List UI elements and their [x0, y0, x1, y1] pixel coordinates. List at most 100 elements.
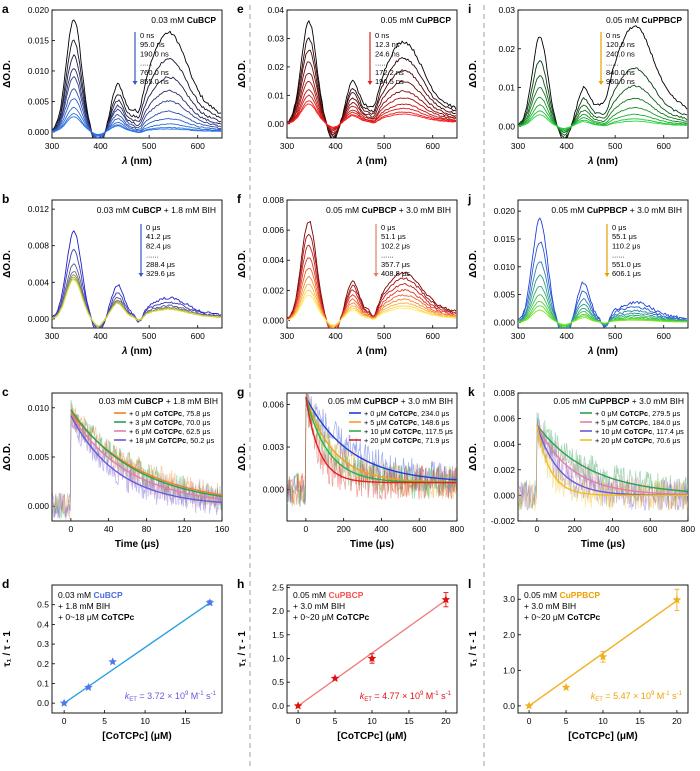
- y-axis-label: ΔO.D.: [468, 250, 479, 278]
- spectra-series: [52, 230, 222, 328]
- x-tick-label: 15: [181, 716, 191, 726]
- spectrum-line: [287, 19, 457, 138]
- x-tick-label: 0: [296, 716, 301, 726]
- panel-l: 0 5 10 15 20 0.0 1.0 2.0 3.0 [CoTCPc] (μM) τ₁ / τ …: [468, 577, 689, 742]
- y-tick-label: 0.01: [267, 90, 284, 100]
- spectra-series: [52, 19, 222, 138]
- kinetic-fit: [305, 397, 457, 484]
- legend-time-label: 172.2 ns: [375, 68, 404, 77]
- y-axis-label: ΔO.D.: [237, 60, 248, 88]
- x-tick-label: 300: [45, 141, 59, 151]
- legend-entry: + 0 μM CoTCPc, 279.5 μs: [595, 409, 681, 418]
- x-axis-label: Time (μs): [581, 539, 625, 550]
- x-tick-label: 5: [564, 716, 569, 726]
- spectrum-line: [518, 274, 688, 328]
- panel-letter: k: [468, 385, 475, 399]
- panel-letter: b: [2, 192, 9, 206]
- y-axis-label: ΔO.D.: [468, 443, 479, 471]
- y-tick-label: 0.005: [28, 452, 50, 462]
- legend-time-label: ......: [381, 251, 394, 260]
- legend-time-label: 12.3 ns: [375, 40, 400, 49]
- spectrum-line: [52, 75, 222, 138]
- y-tick-label: 0.006: [263, 399, 285, 409]
- legend-time-label: 0 ns: [375, 31, 389, 40]
- legend-time-label: 0 μs: [612, 223, 627, 232]
- y-tick-label: 0.012: [28, 204, 50, 214]
- legend-entry: + 18 μM CoTCPc, 50.2 μs: [129, 436, 215, 445]
- spectra-series: [518, 25, 688, 138]
- panel-k: 0 200 400 600 800 -0.002 0.000 0.002 0.004 0.006 0…: [468, 385, 695, 550]
- y-tick-label: 0.1: [37, 678, 49, 688]
- legend-time-label: 855.0 ns: [140, 77, 169, 86]
- x-tick-label: 0: [62, 716, 67, 726]
- x-tick-label: 400: [93, 141, 107, 151]
- panel-letter: e: [237, 2, 244, 16]
- panel-a: 300 400 500 600 0.000 0.005 0.010 0.015 0.020 λ (…: [2, 2, 223, 167]
- kinetic-series: [518, 412, 688, 512]
- spectrum-line: [287, 244, 457, 328]
- legend-time-label: 82.4 μs: [146, 241, 171, 250]
- legend-time-label: 760.0 ns: [140, 68, 169, 77]
- panel-h: 0 5 10 15 20 0.0 0.5 1.0 1.5 2.0 2.5 [CoTCPc] (μM) τ…: [237, 577, 458, 742]
- info-line: + 3.0 mM BIH: [524, 601, 576, 611]
- spectrum-line: [287, 49, 457, 138]
- data-point-star: [205, 598, 215, 607]
- spectrum-line: [52, 88, 222, 138]
- data-point-star: [293, 701, 303, 710]
- y-tick-label: 0.000: [28, 127, 50, 137]
- info-line: 0.05 mM CuPBCP: [293, 590, 364, 600]
- plot-frame: [286, 9, 458, 139]
- x-tick-label: 5: [102, 716, 107, 726]
- y-tick-label: 0.002: [263, 285, 285, 295]
- y-axis-label: ΔO.D.: [237, 443, 248, 471]
- spectrum-line: [287, 283, 457, 328]
- y-tick-label: 0.0: [37, 698, 49, 708]
- panel-letter: i: [468, 2, 471, 16]
- y-tick-label: 0.006: [263, 225, 285, 235]
- y-tick-label: 0.008: [28, 241, 50, 251]
- legend-arrow-head: [132, 81, 138, 85]
- x-tick-label: 5: [333, 716, 338, 726]
- data-point-star: [84, 682, 93, 691]
- legend-time-label: 408.8 μs: [381, 269, 410, 278]
- legend-time-label: 41.2 μs: [146, 232, 171, 241]
- legend-time-label: 329.6 μs: [146, 269, 175, 278]
- legend-entry: + 3 μM CoTCPc, 70.0 μs: [129, 418, 211, 427]
- y-tick-label: 0.02: [267, 62, 284, 72]
- info-line: + 3.0 mM BIH: [293, 601, 345, 611]
- legend-time-label: 960.0 ns: [606, 77, 635, 86]
- data-point-star: [59, 698, 69, 707]
- y-axis-label: τ₁ / τ - 1: [237, 631, 248, 667]
- x-tick-label: 800: [450, 524, 464, 534]
- y-axis-label: ΔO.D.: [237, 250, 248, 278]
- x-tick-label: 400: [93, 331, 107, 341]
- info-line: 0.03 mM CuBCP: [58, 590, 123, 600]
- data-point-star: [524, 701, 534, 710]
- y-tick-label: 0.010: [28, 66, 50, 76]
- spectrum-line: [52, 98, 222, 138]
- panel-letter: d: [2, 577, 9, 591]
- legend-time-label: 190.0 ns: [140, 49, 169, 58]
- legend-time-label: 102.2 μs: [381, 241, 410, 250]
- y-tick-label: 0.000: [263, 315, 285, 325]
- spectrum-line: [287, 89, 457, 131]
- panel-title: 0.03 mM CuBCP + 1.8 mM BIH: [99, 396, 218, 406]
- panel-f: 300 400 500 600 0.000 0.002 0.004 0.006 0.008 λ (…: [237, 192, 458, 357]
- y-tick-label: 0.01: [498, 83, 515, 93]
- spectrum-line: [52, 116, 222, 135]
- y-tick-label: 0.000: [28, 501, 50, 511]
- ket-annotation: kET = 3.72 × 109 M-1 s-1: [125, 691, 217, 703]
- data-point-star: [108, 657, 117, 666]
- info-line: 0.05 mM CuPPBCP: [524, 590, 600, 600]
- legend-arrow-head: [367, 81, 373, 85]
- y-tick-label: 0.015: [28, 35, 50, 45]
- x-tick-label: 600: [657, 331, 671, 341]
- panel-j: 300 400 500 600 0.000 0.005 0.010 0.015 0.020 λ (…: [467, 192, 689, 357]
- y-tick-label: 0.006: [494, 414, 516, 424]
- panel-title: 0.05 mM CuPPBCP: [606, 15, 682, 25]
- x-tick-label: 500: [142, 141, 156, 151]
- ket-annotation: kET = 5.47 × 109 M-1 s-1: [591, 691, 683, 703]
- y-tick-label: 0.004: [263, 255, 285, 265]
- legend-time-label: 194.5 ns: [375, 77, 404, 86]
